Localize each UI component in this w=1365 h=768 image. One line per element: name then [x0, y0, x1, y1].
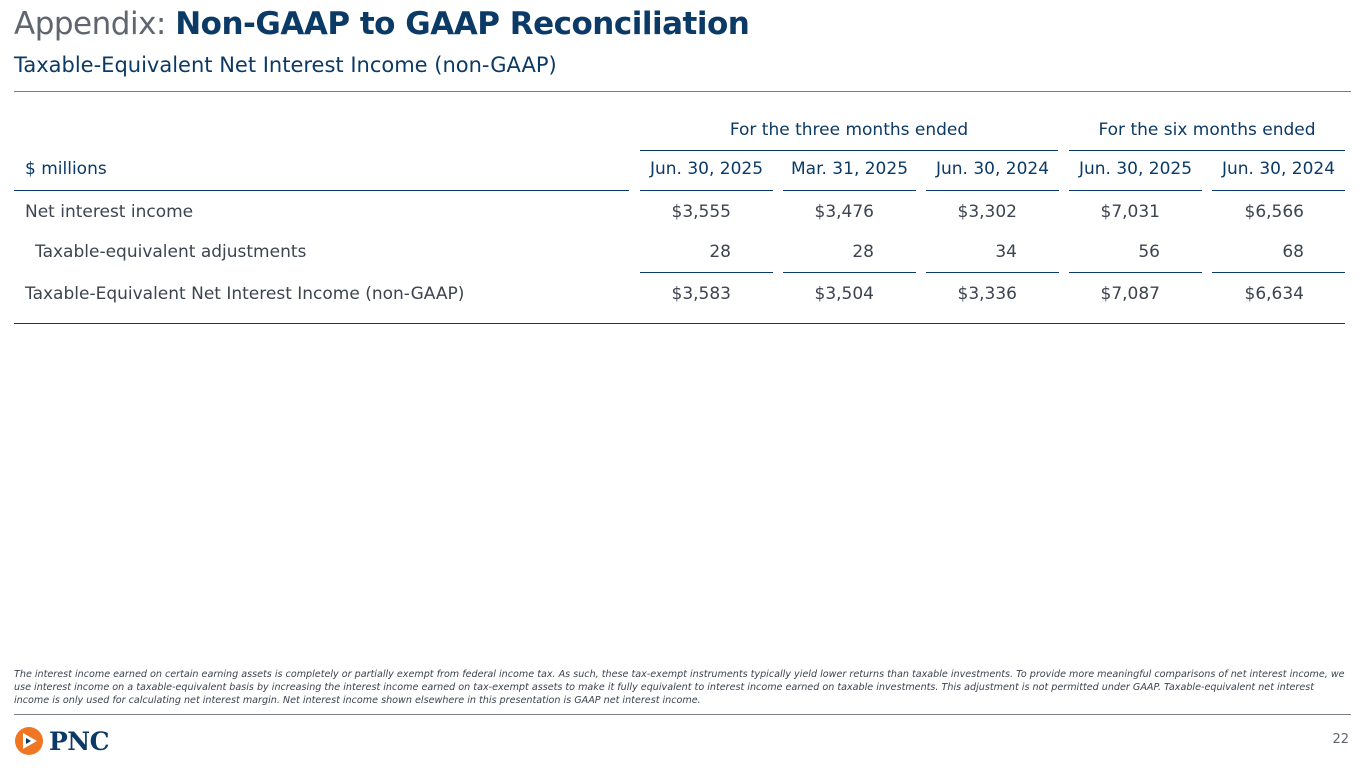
table-cell: $6,566	[1244, 202, 1304, 222]
title-main: Non-GAAP to GAAP Reconciliation	[175, 6, 750, 42]
table-cell: 28	[709, 242, 731, 262]
header-divider	[14, 91, 1351, 92]
table-cell: 68	[1282, 242, 1304, 262]
table-cell: $7,031	[1100, 202, 1160, 222]
group-underline-six-months	[1069, 150, 1345, 151]
column-header: Jun. 30, 2024	[935, 159, 1050, 179]
table-cell: 28	[852, 242, 874, 262]
table-cell: $3,583	[671, 284, 731, 304]
table-cell: $3,336	[957, 284, 1017, 304]
column-header: Jun. 30, 2025	[649, 159, 764, 179]
title-prefix: Appendix:	[14, 6, 166, 42]
page-number: 22	[1332, 732, 1349, 747]
table-cell: $3,476	[814, 202, 874, 222]
header-underline	[14, 190, 629, 191]
logo-wordmark: PNC	[49, 726, 110, 756]
column-header: Mar. 31, 2025	[790, 159, 909, 179]
row-label-taxable-equivalent-adjustments: Taxable-equivalent adjustments	[35, 242, 307, 262]
table-cell: $3,555	[671, 202, 731, 222]
subtotal-underline	[1069, 272, 1202, 273]
pnc-logo-icon	[15, 727, 43, 755]
units-label: $ millions	[25, 159, 107, 179]
table-cell: $3,302	[957, 202, 1017, 222]
pnc-logo: PNC	[14, 726, 110, 756]
table-bottom-rule	[14, 323, 1345, 324]
subtotal-underline	[783, 272, 916, 273]
subtotal-underline	[1212, 272, 1345, 273]
header-underline	[640, 190, 773, 191]
page-subtitle: Taxable-Equivalent Net Interest Income (…	[14, 53, 557, 77]
table-cell: $6,634	[1244, 284, 1304, 304]
column-header: Jun. 30, 2024	[1221, 159, 1336, 179]
group-underline-three-months	[640, 150, 1058, 151]
subtotal-underline	[926, 272, 1059, 273]
header-underline	[783, 190, 916, 191]
table-cell: 34	[995, 242, 1017, 262]
column-header: Jun. 30, 2025	[1078, 159, 1193, 179]
header-underline	[926, 190, 1059, 191]
group-header-three-months: For the three months ended	[729, 120, 969, 140]
table-cell: $3,504	[814, 284, 874, 304]
row-label-net-interest-income: Net interest income	[25, 202, 194, 222]
page-title: Appendix: Non-GAAP to GAAP Reconciliatio…	[14, 6, 750, 42]
table-cell: 56	[1138, 242, 1160, 262]
group-header-six-months: For the six months ended	[1098, 120, 1316, 140]
row-label-te-net-interest-income: Taxable-Equivalent Net Interest Income (…	[25, 284, 465, 304]
header-underline	[1069, 190, 1202, 191]
table-cell: $7,087	[1100, 284, 1160, 304]
header-underline	[1212, 190, 1345, 191]
footnote: The interest income earned on certain ea…	[14, 669, 1345, 706]
subtotal-underline	[640, 272, 773, 273]
footer-divider	[14, 714, 1351, 715]
